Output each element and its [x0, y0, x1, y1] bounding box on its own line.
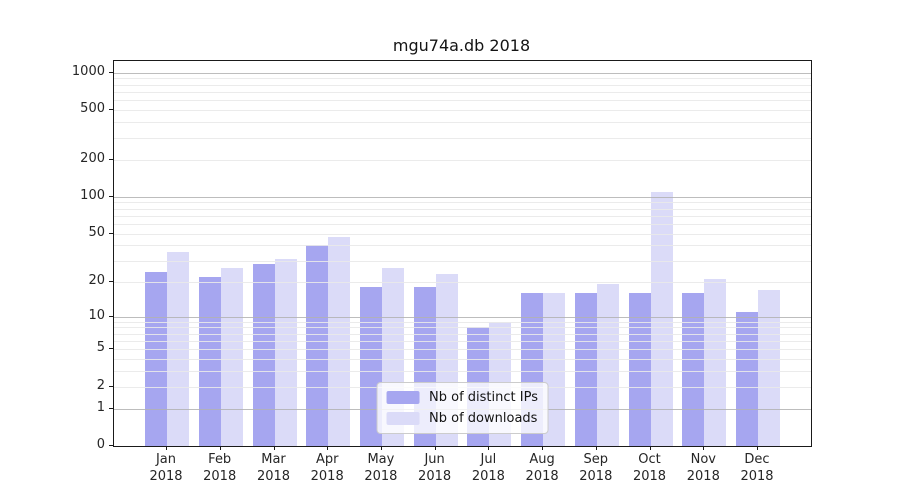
x-tick-label-nov: Nov 2018	[686, 452, 720, 484]
gridline-minor-30	[114, 260, 811, 262]
gridline-minor-900	[114, 78, 811, 80]
legend-label-distinct-ips: Nb of distinct IPs	[429, 390, 538, 405]
gridline-minor-50	[114, 233, 811, 235]
y-tick-label-100: 100	[80, 187, 105, 203]
gridline-minor-90	[114, 202, 811, 204]
gridline-minor-500	[114, 110, 811, 112]
gridline-minor-8	[114, 327, 811, 329]
grid-layer	[114, 61, 811, 446]
bar-downloads-mar	[274, 258, 297, 446]
x-tick-label-jan: Jan 2018	[149, 452, 183, 484]
bar-downloads-oct	[650, 191, 673, 446]
x-tick-label-jun: Jun 2018	[418, 452, 452, 484]
bar-distinct-ips-oct	[628, 292, 651, 446]
bar-distinct-ips-sep	[574, 292, 597, 446]
bar-distinct-ips-dec	[736, 311, 758, 446]
plot-area: Nb of distinct IPs Nb of downloads	[113, 60, 812, 447]
x-tick-label-sep: Sep 2018	[579, 452, 613, 484]
gridline-minor-800	[114, 84, 811, 86]
legend-item-downloads: Nb of downloads	[386, 411, 538, 426]
gridline-minor-4	[114, 359, 811, 360]
legend-swatch-downloads-icon	[386, 412, 420, 425]
bar-downloads-nov	[704, 279, 727, 446]
y-tick-label-0: 0	[96, 437, 105, 452]
x-tick-label-jul: Jul 2018	[471, 452, 505, 484]
y-tick-label-200: 200	[80, 150, 105, 166]
gridline-minor-5	[114, 349, 811, 351]
bar-distinct-ips-apr	[306, 245, 329, 446]
gridline-minor-400	[114, 122, 811, 124]
x-tick-label-dec: Dec 2018	[740, 452, 774, 484]
gridline-minor-200	[114, 159, 811, 161]
gridline-minor-3	[114, 371, 811, 373]
gridline-minor-80	[114, 208, 811, 210]
y-tick-label-50: 50	[88, 224, 105, 240]
legend-label-downloads: Nb of downloads	[429, 411, 538, 426]
legend: Nb of distinct IPs Nb of downloads	[376, 382, 549, 434]
gridline-minor-20	[114, 281, 811, 283]
gridline-major-100	[114, 196, 811, 198]
y-tick-label-500: 500	[80, 101, 105, 117]
gridline-minor-700	[114, 92, 811, 93]
y-tick-label-1: 1	[96, 399, 105, 415]
bar-distinct-ips-nov	[682, 292, 705, 446]
gridline-minor-7	[114, 333, 811, 335]
legend-item-distinct-ips: Nb of distinct IPs	[386, 390, 538, 405]
x-tick-label-may: May 2018	[364, 452, 398, 484]
gridline-minor-70	[114, 215, 811, 217]
gridline-minor-600	[114, 100, 811, 102]
x-tick-label-aug: Aug 2018	[525, 452, 559, 484]
y-tick-label-10: 10	[88, 307, 105, 323]
x-tick-label-apr: Apr 2018	[310, 452, 344, 484]
bar-distinct-ips-feb	[198, 276, 221, 446]
x-tick-label-oct: Oct 2018	[632, 452, 667, 484]
gridline-minor-6	[114, 340, 811, 342]
gridline-minor-9	[114, 321, 811, 323]
gridline-minor-300	[114, 137, 811, 139]
y-tick-label-5: 5	[96, 340, 105, 356]
bar-downloads-dec	[758, 289, 780, 446]
bar-downloads-sep	[596, 284, 619, 446]
x-tick-label-mar: Mar 2018	[256, 452, 291, 484]
bar-downloads-feb	[220, 267, 243, 446]
y-tick-label-2: 2	[96, 377, 105, 393]
y-tick-label-1000: 1000	[71, 63, 105, 79]
gridline-major-10	[114, 316, 811, 318]
legend-swatch-ips-icon	[386, 391, 420, 404]
x-tick-label-feb: Feb 2018	[203, 452, 237, 484]
y-tick-label-20: 20	[88, 272, 105, 288]
gridline-minor-60	[114, 223, 811, 225]
bar-distinct-ips-mar	[252, 264, 275, 446]
gridline-minor-40	[114, 245, 811, 247]
gridline-major-1000	[114, 72, 811, 74]
chart-title: mgu74a.db 2018	[392, 36, 531, 55]
